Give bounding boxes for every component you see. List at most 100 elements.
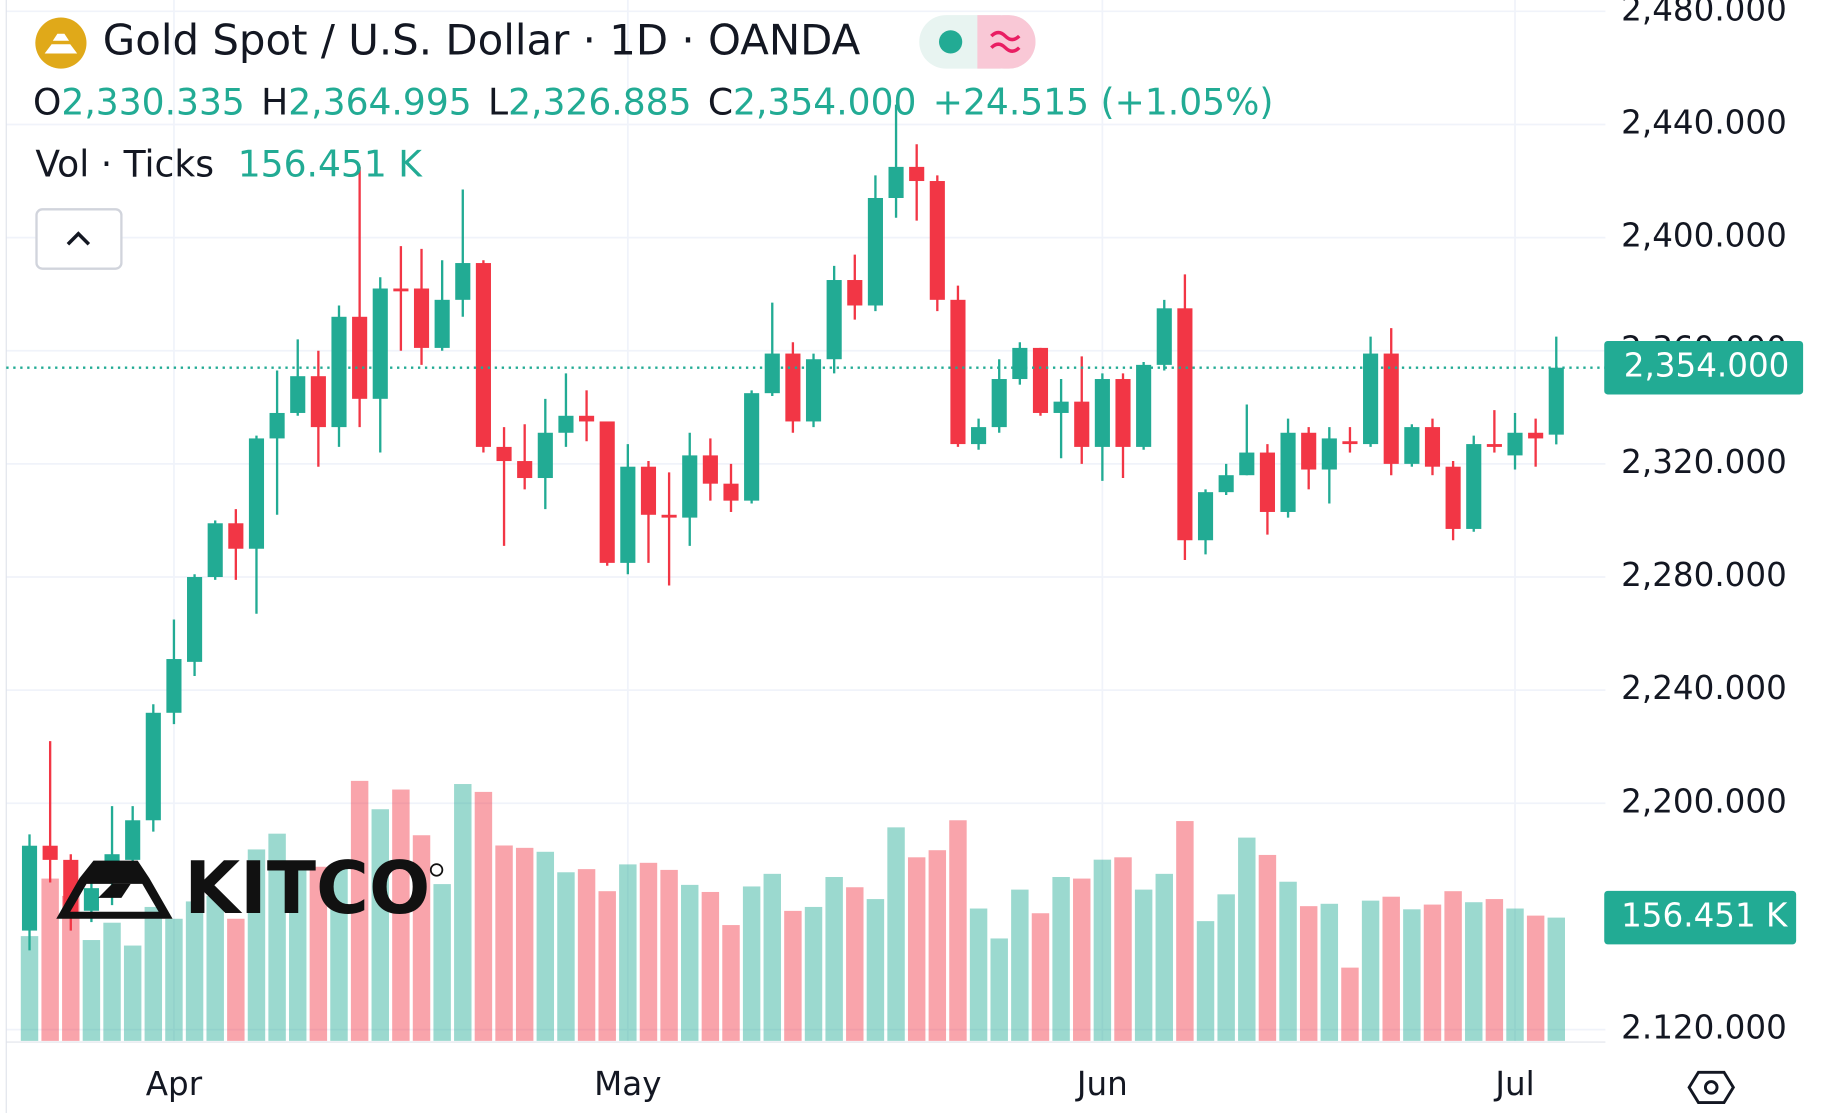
candle-body: [207, 523, 223, 578]
candle-body: [847, 280, 863, 306]
volume-bar: [330, 866, 348, 1041]
volume-bar: [1485, 899, 1504, 1041]
candle-body: [125, 820, 141, 860]
candle-body: [1383, 353, 1399, 464]
low-letter: L: [488, 82, 508, 124]
candle-body: [1548, 367, 1564, 435]
volume-title: Vol · Ticks: [35, 143, 214, 185]
candle-body: [950, 299, 966, 445]
candle-body: [166, 659, 182, 713]
candle-body: [599, 421, 615, 563]
watermark-registered: [429, 863, 444, 877]
y-tick-label: 2,440.000: [1621, 103, 1787, 141]
candle-body: [1280, 432, 1296, 512]
collapse-icon: [66, 231, 91, 246]
volume-bar: [619, 864, 637, 1041]
open-letter: O: [33, 82, 61, 124]
candle-body: [1486, 444, 1502, 447]
volume-bar: [165, 918, 183, 1041]
candle-body: [352, 316, 368, 399]
volume-bar: [123, 945, 142, 1041]
y-tick-label: 2,480.000: [1621, 0, 1787, 28]
candle-body: [785, 353, 801, 422]
watermark: KITCO: [56, 847, 444, 931]
volume-pane: [20, 780, 1565, 1041]
volume-bar: [557, 872, 575, 1041]
volume-bar: [103, 922, 121, 1041]
volume-bar: [1299, 906, 1318, 1041]
volume-bar: [1341, 967, 1359, 1041]
x-tick-label: Jul: [1493, 1065, 1534, 1103]
volume-bar: [1361, 900, 1380, 1041]
volume-bar: [1526, 915, 1545, 1041]
volume-bar: [949, 820, 967, 1041]
volume-bar: [309, 866, 328, 1041]
candle-body: [310, 376, 326, 428]
volume-bar: [474, 791, 493, 1041]
candle-body: [145, 712, 161, 821]
candle-body: [42, 845, 58, 860]
volume-bar: [1423, 904, 1442, 1041]
volume-bar: [206, 895, 224, 1041]
candle-body: [1445, 466, 1461, 529]
volume-bar: [1073, 878, 1091, 1041]
volume-bar: [1011, 889, 1029, 1041]
volume-bar: [887, 827, 905, 1041]
y-tick-label: 2,280.000: [1621, 556, 1787, 594]
last-price-label: 2,354.000: [1624, 347, 1790, 385]
watermark-icon: [56, 860, 173, 919]
volume-bar: [1258, 854, 1277, 1041]
candle-body: [682, 455, 698, 518]
low-value: 2,326.885: [508, 82, 691, 124]
title: Gold Spot / U.S. Dollar · 1D · OANDA: [103, 16, 861, 65]
candle-body: [331, 316, 347, 428]
candle-body: [228, 523, 244, 549]
candle-body: [764, 353, 780, 394]
y-tick-label: 2,320.000: [1621, 443, 1787, 481]
candle-body: [1239, 452, 1255, 476]
volume-bar: [1320, 903, 1339, 1041]
candle-body: [909, 166, 925, 182]
volume-bar: [681, 884, 699, 1041]
volume-bar: [247, 849, 266, 1041]
symbol-icon-bars: [44, 33, 78, 54]
volume-bar: [907, 857, 926, 1041]
watermark-text: KITCO: [184, 847, 430, 931]
candle-body: [888, 166, 904, 198]
last-price-tag: [1604, 340, 1804, 395]
candle-body: [867, 197, 883, 306]
volume-bar: [763, 873, 781, 1041]
volume-bar: [82, 940, 101, 1041]
candle-body: [1466, 444, 1482, 529]
candle-body: [372, 288, 388, 399]
candle-body: [1197, 492, 1214, 541]
volume-bar: [990, 938, 1008, 1041]
candle-body: [475, 263, 491, 447]
volume-bar: [846, 887, 864, 1041]
settings-icon-center: [1703, 1080, 1719, 1095]
volume-bar: [1155, 873, 1173, 1041]
candle-body: [393, 288, 409, 292]
candle-body: [929, 181, 945, 300]
candle-body: [517, 461, 533, 479]
settings-button[interactable]: [1687, 1070, 1736, 1104]
collapse-button[interactable]: [35, 208, 123, 270]
watermark-icon-bar: [98, 883, 131, 898]
volume-bar: [1031, 913, 1050, 1041]
x-tick-label: May: [594, 1065, 661, 1103]
volume-bar: [1403, 909, 1421, 1041]
x-tick-label: Jun: [1075, 1065, 1128, 1103]
candle-body: [1177, 308, 1193, 541]
candle-body: [991, 379, 1007, 428]
candle-body: [413, 288, 430, 348]
candle-body: [723, 483, 739, 501]
volume-bar: [433, 884, 451, 1041]
volume-bar: [536, 851, 555, 1041]
status-pill-join: [977, 15, 1001, 69]
last-volume-tag: [1604, 890, 1797, 945]
candle-body: [579, 415, 595, 422]
volume-bar: [1114, 857, 1132, 1041]
volume-bar: [1279, 881, 1297, 1041]
candle-body: [1032, 347, 1049, 413]
